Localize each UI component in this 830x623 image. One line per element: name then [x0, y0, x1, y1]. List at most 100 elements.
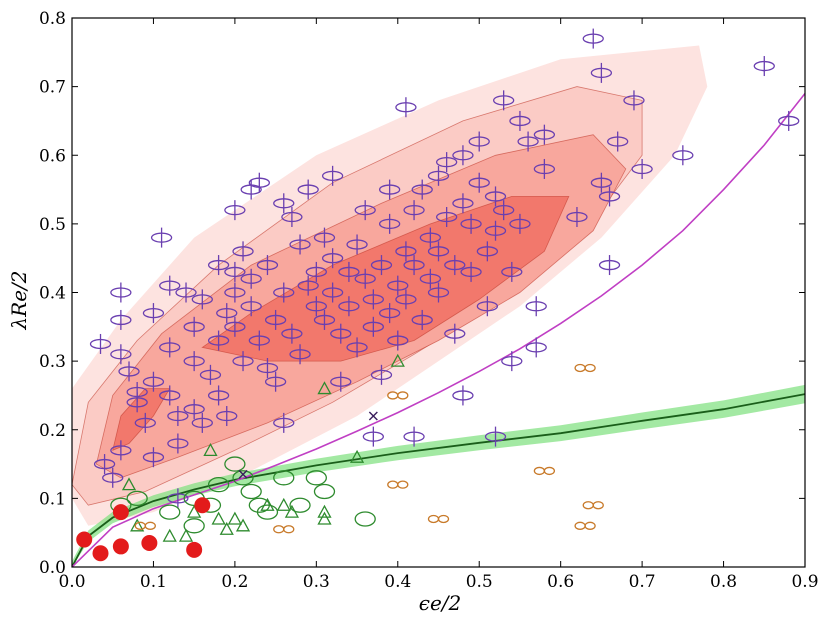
green-band-layer: [72, 384, 805, 567]
fast-rotator-point: [778, 110, 800, 131]
infinity-point: [273, 525, 295, 534]
fast-rotator-point: [183, 316, 205, 337]
fast-rotator-point: [590, 172, 613, 193]
contours-layer: [72, 45, 708, 526]
x-tick-label: 0.2: [221, 572, 248, 592]
fast-rotator-point: [419, 227, 442, 248]
circle-point: [183, 518, 205, 534]
circle-point: [159, 504, 181, 520]
y-tick-label: 0.1: [39, 489, 66, 509]
fast-rotator-point: [216, 303, 238, 324]
fast-rotator-point: [452, 385, 474, 406]
fast-rotator-point: [427, 165, 450, 186]
x-tick-label: 0.0: [58, 572, 85, 592]
fast-rotator-point: [672, 145, 694, 166]
circle-point: [207, 476, 230, 493]
fast-rotator-point: [598, 186, 621, 207]
fast-rotator-point: [411, 309, 433, 330]
fast-rotator-point: [370, 255, 393, 276]
cross-point: [238, 469, 248, 479]
fast-rotator-point: [378, 179, 401, 200]
triangle-point: [227, 511, 242, 525]
fast-rotator-point: [484, 220, 507, 241]
fast-rotator-point: [525, 296, 547, 317]
x-tick-label: 0.4: [384, 572, 411, 592]
triangle-point: [317, 511, 332, 525]
fast-rotator-point: [533, 158, 556, 179]
fast-rotator-point: [240, 296, 262, 317]
fast-rotator-point: [435, 207, 458, 228]
fast-rotator-point: [476, 241, 499, 262]
triangle-point: [211, 511, 226, 525]
fast-rotator-point: [395, 97, 417, 118]
triangle-point: [130, 518, 145, 532]
red-dot-point: [92, 545, 109, 562]
fast-rotator-point: [110, 344, 132, 365]
fast-rotator-point: [476, 296, 499, 317]
fast-rotator-point: [517, 131, 539, 152]
fast-rotator-point: [362, 316, 384, 337]
fast-rotator-point: [191, 289, 213, 310]
fast-rotator-point: [378, 213, 401, 234]
fast-rotator-point: [175, 282, 197, 303]
fast-rotator-point: [110, 282, 132, 303]
fast-rotator-point: [484, 426, 507, 447]
red-dot-point: [112, 538, 129, 555]
fast-rotator-point: [444, 255, 466, 276]
infinity-point: [134, 521, 156, 530]
x-tick-label: 0.8: [710, 572, 737, 592]
fast-rotator-point: [525, 337, 547, 358]
x-tick-label: 0.9: [791, 572, 818, 592]
fast-rotator-point: [435, 152, 458, 173]
y-tick-label: 0.8: [39, 9, 66, 29]
y-tick-label: 0.4: [39, 284, 66, 304]
infinity-point: [427, 514, 450, 524]
fast-rotator-point: [126, 392, 148, 413]
x-ticks: 0.0 0.1 0.2 0.3 0.4 0.5 0.6 0.7 0.8 0.9: [58, 18, 819, 592]
fast-rotator-point: [346, 337, 368, 358]
y-tick-label: 0.6: [39, 146, 66, 166]
fast-rotator-point: [403, 200, 425, 221]
circle-point: [354, 511, 376, 527]
fast-rotator-point: [387, 330, 409, 351]
fast-rotator-point: [378, 303, 401, 324]
fast-rotator-point: [183, 399, 205, 420]
contour-level-4: [201, 196, 570, 362]
infinity-point: [582, 501, 604, 510]
fast-rotator-point: [248, 172, 270, 193]
fast-rotator-point: [444, 323, 466, 344]
red-dot-point: [194, 497, 211, 514]
fast-rotator-point: [533, 124, 556, 145]
fast-rotator-point: [468, 172, 490, 193]
fast-rotator-point: [102, 467, 124, 488]
x-tick-label: 0.1: [140, 572, 167, 592]
fast-rotator-point: [281, 207, 303, 228]
fast-rotator-point: [305, 296, 327, 317]
fast-rotator-point: [460, 213, 482, 234]
fast-rotator-point: [321, 248, 344, 269]
triangle-point: [203, 442, 218, 456]
markers-layer: [76, 28, 800, 562]
fast-rotator-point: [273, 282, 295, 303]
circle-point: [305, 470, 327, 486]
fast-rotator-point: [427, 241, 450, 262]
triangle-point: [390, 353, 405, 367]
fast-rotator-point: [452, 193, 474, 214]
fast-rotator-point: [590, 62, 613, 83]
fast-rotator-point: [330, 323, 352, 344]
fast-rotator-point: [199, 364, 222, 385]
fast-rotator-point: [509, 110, 531, 131]
fast-rotator-point: [183, 351, 205, 372]
fast-rotator-point: [159, 385, 181, 406]
x-tick-label: 0.3: [303, 572, 330, 592]
fast-rotator-point: [256, 357, 279, 378]
triangle-point: [235, 518, 251, 532]
red-dot-point: [186, 541, 203, 558]
y-tick-label: 0.7: [39, 78, 66, 98]
fast-rotator-point: [273, 193, 295, 214]
fast-rotator-point: [509, 213, 531, 234]
fast-rotator-point: [330, 371, 352, 392]
y-ticks: 0.0 0.1 0.2 0.3 0.4 0.5 0.6 0.7 0.8: [39, 9, 805, 578]
infinity-point: [387, 391, 409, 400]
